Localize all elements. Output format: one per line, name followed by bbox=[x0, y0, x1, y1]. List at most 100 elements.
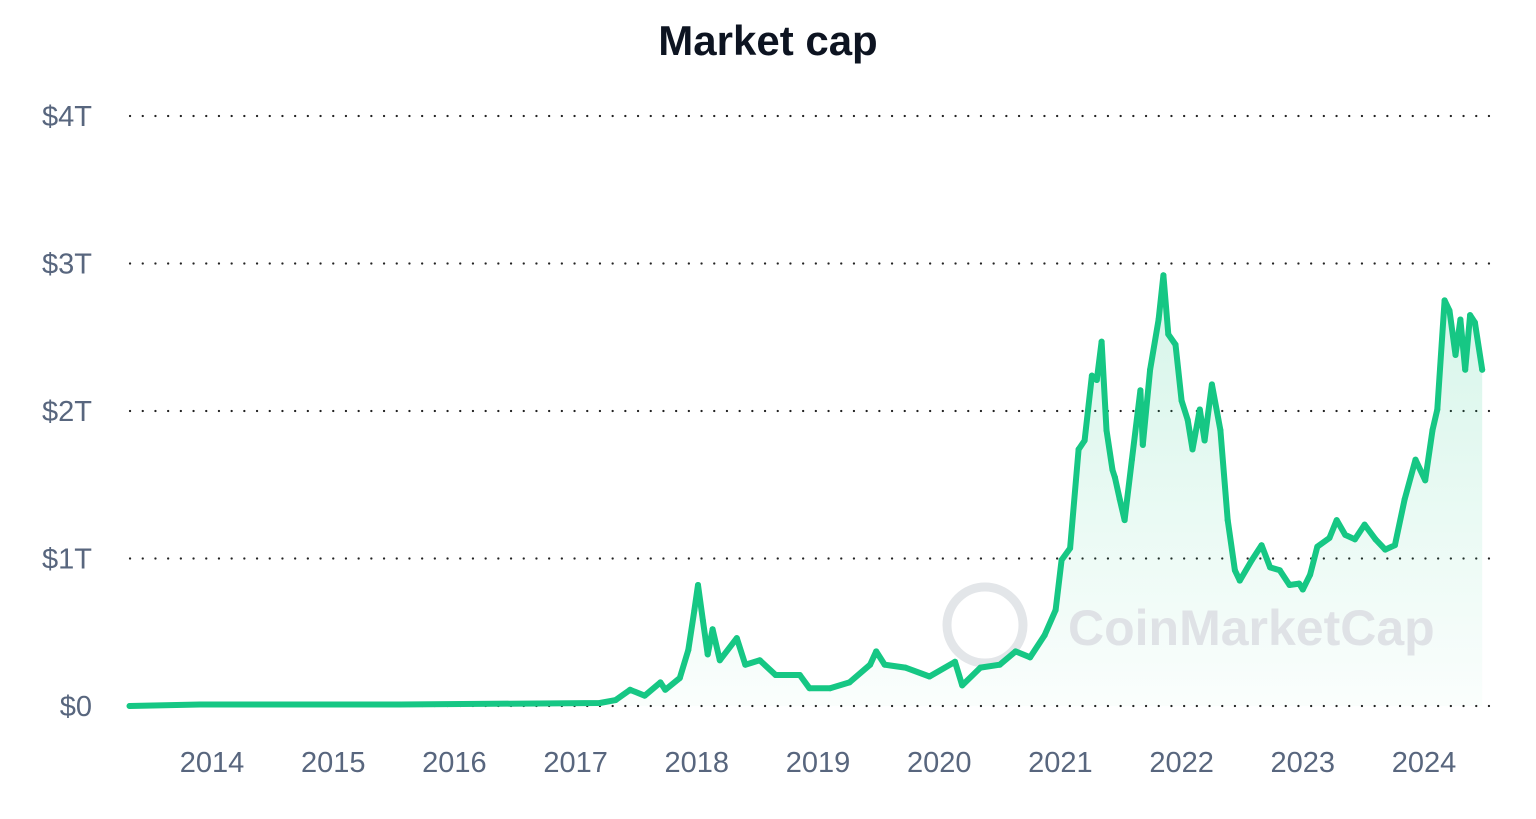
data-point bbox=[1236, 577, 1243, 584]
data-point bbox=[926, 673, 933, 680]
data-point bbox=[1267, 564, 1274, 571]
data-point bbox=[662, 686, 669, 693]
y-tick-label: $3T bbox=[42, 249, 92, 281]
data-point bbox=[1391, 542, 1398, 549]
data-point bbox=[1139, 441, 1146, 448]
data-point bbox=[1314, 543, 1321, 550]
data-point bbox=[1027, 654, 1034, 661]
data-point bbox=[1109, 467, 1116, 473]
data-point bbox=[1172, 341, 1179, 348]
data-point bbox=[1165, 331, 1172, 338]
data-point bbox=[1307, 571, 1314, 578]
data-point bbox=[1446, 307, 1453, 314]
data-point bbox=[1286, 582, 1293, 589]
data-point bbox=[1299, 586, 1306, 593]
x-tick-label: 2015 bbox=[301, 747, 366, 779]
data-point bbox=[1382, 546, 1389, 553]
data-point bbox=[827, 685, 834, 692]
data-point bbox=[1326, 534, 1333, 541]
data-point bbox=[772, 672, 779, 679]
data-point bbox=[1434, 406, 1441, 413]
data-point bbox=[1160, 272, 1167, 279]
data-point bbox=[695, 582, 702, 589]
data-point bbox=[704, 651, 711, 658]
data-point bbox=[1208, 381, 1215, 388]
data-point bbox=[806, 685, 813, 692]
data-point bbox=[1081, 437, 1088, 444]
data-point bbox=[1412, 456, 1419, 463]
data-point bbox=[1201, 437, 1208, 444]
watermark: CoinMarketCap bbox=[942, 582, 1435, 668]
y-tick-label: $4T bbox=[42, 101, 92, 133]
x-tick-label: 2016 bbox=[422, 747, 487, 779]
data-point bbox=[1248, 556, 1255, 563]
data-point bbox=[612, 697, 619, 704]
data-point bbox=[1452, 351, 1459, 358]
data-point bbox=[1441, 297, 1448, 304]
data-point bbox=[709, 626, 716, 633]
y-tick-label: $0 bbox=[60, 691, 92, 723]
data-point bbox=[126, 703, 133, 709]
data-point bbox=[1111, 474, 1118, 481]
data-point bbox=[1155, 316, 1162, 323]
chart-title: Market cap bbox=[658, 17, 877, 64]
data-points bbox=[126, 272, 1486, 709]
data-point bbox=[1361, 521, 1368, 528]
data-point bbox=[1147, 366, 1154, 373]
data-point bbox=[1372, 536, 1379, 543]
data-point bbox=[996, 661, 1003, 668]
data-point bbox=[596, 700, 603, 707]
data-point bbox=[1196, 406, 1203, 413]
data-point bbox=[1137, 387, 1144, 394]
x-tick-label: 2022 bbox=[1149, 747, 1214, 779]
watermark-text: CoinMarketCap bbox=[1068, 600, 1435, 656]
data-point bbox=[699, 617, 706, 624]
data-point bbox=[1012, 648, 1019, 655]
data-point bbox=[1276, 567, 1283, 574]
x-tick-label: 2017 bbox=[543, 747, 608, 779]
x-tick-label: 2020 bbox=[907, 747, 972, 779]
data-point bbox=[1462, 366, 1469, 373]
data-point bbox=[1231, 567, 1238, 574]
data-point bbox=[846, 679, 853, 686]
data-point bbox=[1041, 632, 1048, 639]
data-point bbox=[1296, 580, 1303, 587]
x-tick-label: 2021 bbox=[1028, 747, 1093, 779]
data-point bbox=[1401, 496, 1408, 503]
data-point bbox=[627, 686, 634, 693]
data-point bbox=[1471, 319, 1478, 326]
data-point bbox=[1224, 517, 1231, 524]
x-tick-label: 2014 bbox=[180, 747, 245, 779]
data-point bbox=[733, 635, 740, 642]
data-point bbox=[902, 664, 909, 671]
data-point bbox=[1333, 517, 1340, 524]
data-point bbox=[1351, 536, 1358, 543]
data-point bbox=[951, 658, 958, 665]
data-point bbox=[396, 701, 403, 708]
data-point bbox=[657, 679, 664, 686]
data-point bbox=[1258, 542, 1265, 549]
data-point bbox=[1479, 366, 1486, 373]
area-fill bbox=[129, 275, 1483, 706]
data-point bbox=[881, 661, 888, 668]
data-point bbox=[1128, 456, 1135, 463]
data-point bbox=[1184, 416, 1191, 423]
x-axis: 2014 2015 2016 2017 2018 2019 2020 2021 2022 2023… bbox=[180, 747, 1457, 779]
data-point bbox=[676, 674, 683, 681]
data-point bbox=[691, 607, 698, 614]
data-point bbox=[1075, 446, 1082, 453]
coinmarketcap-logo-icon bbox=[942, 582, 1028, 668]
x-tick-label: 2019 bbox=[786, 747, 851, 779]
data-point bbox=[196, 701, 203, 708]
data-point bbox=[867, 661, 874, 668]
data-point bbox=[1467, 312, 1474, 319]
data-point bbox=[1088, 372, 1095, 379]
data-point bbox=[873, 648, 880, 655]
data-point bbox=[977, 664, 984, 671]
x-tick-label: 2024 bbox=[1392, 747, 1457, 779]
data-point bbox=[685, 646, 692, 653]
data-point bbox=[796, 672, 803, 679]
data-point bbox=[1058, 556, 1065, 563]
data-point bbox=[1052, 607, 1059, 614]
